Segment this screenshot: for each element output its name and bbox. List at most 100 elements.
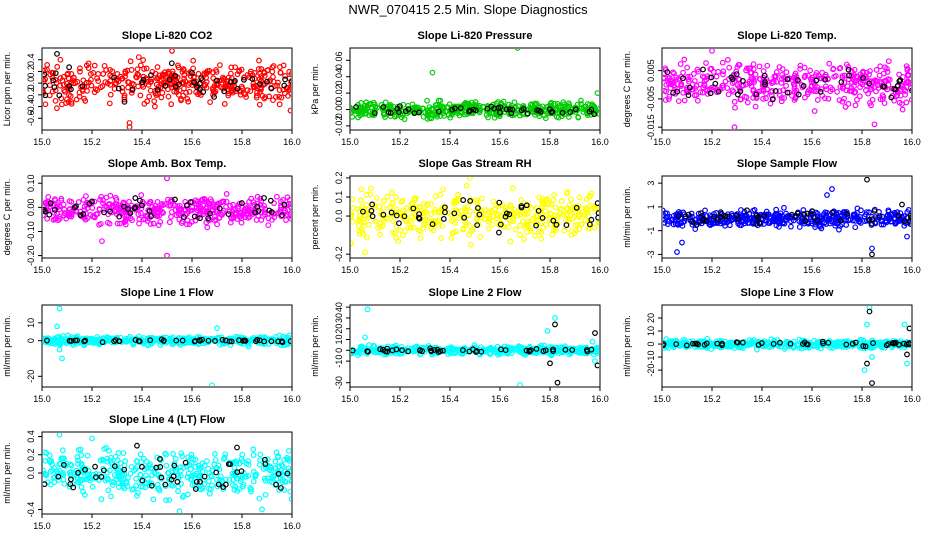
data-point xyxy=(206,216,213,223)
data-point xyxy=(826,60,833,67)
data-point xyxy=(213,469,220,476)
data-point xyxy=(761,213,768,219)
data-point xyxy=(235,475,241,482)
outlier-point xyxy=(589,338,596,345)
data-point xyxy=(276,332,283,339)
data-point xyxy=(590,203,597,210)
data-point xyxy=(597,105,599,112)
outlier-point xyxy=(899,201,905,208)
data-point xyxy=(473,197,480,204)
data-point xyxy=(724,213,731,220)
data-point xyxy=(575,114,582,120)
data-point xyxy=(395,112,402,118)
data-point xyxy=(533,222,540,229)
data-point xyxy=(733,339,740,346)
y-tick-label: -0.02 xyxy=(334,116,344,137)
data-point xyxy=(250,452,257,458)
data-point xyxy=(97,220,104,227)
data-point xyxy=(46,457,53,464)
data-point xyxy=(276,101,283,108)
data-point xyxy=(558,344,564,351)
data-point xyxy=(405,224,412,231)
data-point xyxy=(51,84,58,91)
data-point xyxy=(288,496,291,502)
data-point xyxy=(700,217,706,224)
data-point xyxy=(119,84,126,91)
data-point xyxy=(351,104,353,111)
data-point xyxy=(820,340,826,347)
data-point xyxy=(99,456,106,463)
data-point xyxy=(272,94,279,100)
data-point xyxy=(577,349,583,356)
data-point xyxy=(369,201,376,208)
data-point xyxy=(901,86,908,93)
data-point xyxy=(565,216,572,222)
data-point xyxy=(121,466,128,473)
data-point xyxy=(584,101,591,107)
data-point xyxy=(355,352,361,359)
data-point xyxy=(66,64,73,71)
data-point xyxy=(168,335,175,342)
y-tick-label: -0.2 xyxy=(26,87,36,103)
data-point xyxy=(144,465,151,472)
data-point xyxy=(288,78,291,84)
data-point xyxy=(445,345,452,352)
data-point xyxy=(107,208,113,215)
data-point xyxy=(60,81,67,88)
data-point xyxy=(663,217,668,223)
data-point xyxy=(854,215,861,222)
data-point xyxy=(86,200,93,207)
point-layer xyxy=(43,306,291,386)
x-tick-label: 15.8 xyxy=(541,137,559,147)
data-point xyxy=(451,210,458,217)
y-tick-label: 0 xyxy=(26,338,36,343)
data-point xyxy=(140,76,147,83)
data-point xyxy=(591,111,598,118)
data-point xyxy=(120,203,127,210)
data-point xyxy=(131,205,138,212)
y-tick-label: 0.1 xyxy=(334,191,344,204)
x-tick-label: 15.4 xyxy=(441,394,459,404)
data-point xyxy=(760,95,766,102)
data-point xyxy=(66,213,73,220)
data-point xyxy=(772,213,779,220)
data-point xyxy=(220,486,227,492)
data-point xyxy=(221,101,228,107)
y-tick-label: 0.06 xyxy=(334,52,344,70)
data-point xyxy=(162,450,169,457)
data-point xyxy=(739,78,746,84)
data-point xyxy=(68,473,75,479)
data-point xyxy=(852,102,859,109)
data-point xyxy=(501,343,508,350)
data-point xyxy=(70,484,77,491)
outlier-point xyxy=(514,49,521,51)
data-point xyxy=(899,106,906,113)
outlier-point xyxy=(674,249,680,255)
data-point xyxy=(286,68,291,75)
data-point xyxy=(204,209,211,216)
data-point xyxy=(533,212,540,219)
data-point xyxy=(272,465,279,472)
data-point xyxy=(578,97,584,104)
data-point xyxy=(792,72,798,79)
data-point xyxy=(814,344,821,351)
data-point xyxy=(723,216,730,223)
data-point xyxy=(899,101,905,107)
data-point xyxy=(120,450,127,456)
data-point xyxy=(891,97,898,104)
data-point xyxy=(766,344,773,350)
data-point xyxy=(146,93,153,100)
data-point xyxy=(261,475,268,482)
y-tick-label: 0 xyxy=(646,342,656,347)
data-point xyxy=(902,91,909,98)
data-point xyxy=(712,80,719,87)
data-point xyxy=(175,62,181,69)
data-point xyxy=(821,220,828,227)
data-point xyxy=(700,66,706,73)
outlier-point xyxy=(126,120,133,126)
data-point xyxy=(83,201,90,208)
data-point xyxy=(760,68,767,75)
data-point xyxy=(791,80,798,87)
data-point xyxy=(485,218,492,225)
data-point xyxy=(587,221,593,228)
